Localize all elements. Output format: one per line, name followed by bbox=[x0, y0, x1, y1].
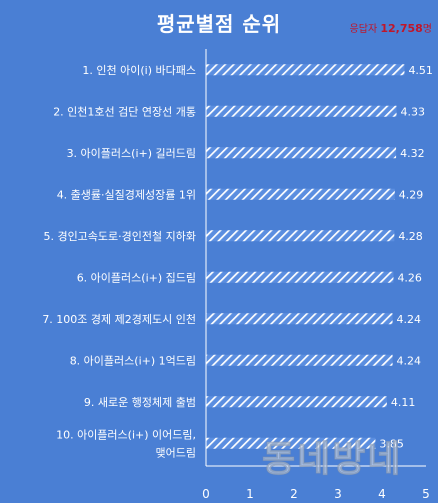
category-label: 9. 새로운 행정체제 출범 bbox=[84, 396, 196, 409]
value-label: 4.29 bbox=[399, 188, 424, 201]
category-label: 7. 100조 경제 제2경제도시 인천 bbox=[42, 312, 196, 326]
x-tick-label: 0 bbox=[202, 487, 210, 501]
value-label: 4.11 bbox=[391, 396, 416, 409]
bar bbox=[206, 105, 397, 117]
x-tick-label: 1 bbox=[246, 487, 254, 501]
category-label: 5. 경인고속도로·경인전철 지하화 bbox=[43, 229, 196, 243]
value-label: 4.32 bbox=[400, 147, 425, 160]
bar bbox=[206, 188, 395, 200]
category-label: 8. 아이플러스(i+) 1억드림 bbox=[70, 354, 196, 367]
respondent-count: 응답자 12,758명 bbox=[350, 20, 432, 35]
bar bbox=[206, 64, 405, 76]
value-label: 4.24 bbox=[397, 354, 422, 367]
bar bbox=[206, 396, 387, 408]
bar bbox=[206, 230, 395, 242]
value-label: 4.33 bbox=[401, 105, 426, 118]
category-label: 1. 인천 아이(i) 바다패스 bbox=[82, 63, 196, 77]
value-label: 4.28 bbox=[398, 230, 423, 243]
category-label: 4. 출생률·실질경제성장률 1위 bbox=[57, 188, 196, 201]
category-label: 2. 인천1호선 검단 연장선 개통 bbox=[53, 104, 196, 118]
respondent-label: 응답자 bbox=[349, 24, 378, 35]
bar bbox=[206, 271, 394, 283]
x-tick-label: 5 bbox=[422, 487, 430, 501]
category-label: 3. 아이플러스(i+) 길러드림 bbox=[67, 147, 196, 160]
bar bbox=[206, 313, 393, 325]
category-label: 6. 아이플러스(i+) 집드림 bbox=[77, 271, 196, 284]
category-label: 10. 아이플러스(i+) 이어드림, bbox=[56, 428, 196, 441]
value-label: 4.26 bbox=[397, 271, 422, 284]
category-label: 맺어드림 bbox=[156, 446, 196, 459]
respondent-unit: 명 bbox=[422, 24, 432, 35]
bar bbox=[206, 147, 397, 159]
x-tick-label: 4 bbox=[378, 487, 386, 501]
chart-title: 평균별점 순위 bbox=[156, 12, 282, 36]
value-label: 4.51 bbox=[408, 64, 433, 77]
respondent-number: 12,758 bbox=[380, 22, 423, 35]
value-label: 4.24 bbox=[397, 313, 422, 326]
x-tick-label: 2 bbox=[290, 487, 298, 501]
bar bbox=[206, 437, 376, 449]
value-label: 3.85 bbox=[379, 437, 404, 450]
x-tick-label: 3 bbox=[334, 487, 342, 501]
bar bbox=[206, 354, 393, 366]
